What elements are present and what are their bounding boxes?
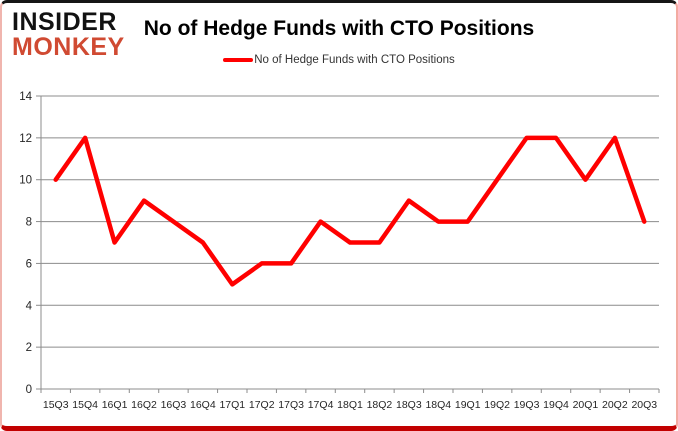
x-tick-label: 19Q2	[484, 399, 510, 411]
logo-text-monkey: MONKEY	[12, 32, 125, 61]
x-tick-label: 20Q1	[573, 399, 599, 411]
x-tick-label: 18Q1	[337, 399, 363, 411]
y-tick-label: 14	[19, 91, 32, 103]
y-tick-label: 6	[26, 258, 32, 270]
x-tick-label: 19Q1	[455, 399, 481, 411]
x-tick-label: 15Q3	[43, 399, 69, 411]
line-chart: 0 2 4 6 8 10 12 14 15Q3 15Q4 16Q1 16Q2 16Q3 16Q4 17Q1 1…	[19, 91, 660, 411]
logo-text-insider: INSIDER	[12, 8, 117, 36]
x-tick-label: 18Q2	[367, 399, 393, 411]
x-tick-label: 17Q3	[278, 399, 304, 411]
y-tick-label: 12	[19, 133, 32, 145]
x-tick-label: 16Q1	[102, 399, 128, 411]
x-tick-label: 19Q3	[514, 399, 540, 411]
legend-label: No of Hedge Funds with CTO Positions	[254, 54, 455, 66]
x-tick-label: 20Q3	[631, 399, 657, 411]
chart-title: No of Hedge Funds with CTO Positions	[143, 17, 535, 40]
x-tick-label: 20Q2	[602, 399, 628, 411]
x-tick-label: 19Q4	[543, 399, 569, 411]
legend-line-swatch	[223, 58, 254, 62]
x-tick-label: 17Q1	[219, 399, 245, 411]
x-tick-label: 16Q3	[161, 399, 187, 411]
x-tick-label: 15Q4	[72, 399, 98, 411]
x-tick-label: 17Q2	[249, 399, 275, 411]
insider-monkey-logo: INSIDER MONKEY	[12, 10, 125, 59]
y-tick-label: 2	[26, 342, 32, 354]
x-tick-label: 18Q4	[425, 399, 451, 411]
data-series-line	[53, 135, 647, 287]
x-tick-label: 16Q2	[131, 399, 157, 411]
x-tick-label: 16Q4	[190, 399, 216, 411]
y-tick-label: 8	[26, 217, 32, 229]
legend: No of Hedge Funds with CTO Positions	[2, 54, 676, 66]
y-tick-label: 10	[19, 175, 32, 187]
y-tick-label: 0	[26, 384, 32, 396]
x-tick-label: 18Q3	[396, 399, 422, 411]
x-tick-label: 17Q4	[308, 399, 334, 411]
y-tick-label: 4	[26, 300, 33, 312]
